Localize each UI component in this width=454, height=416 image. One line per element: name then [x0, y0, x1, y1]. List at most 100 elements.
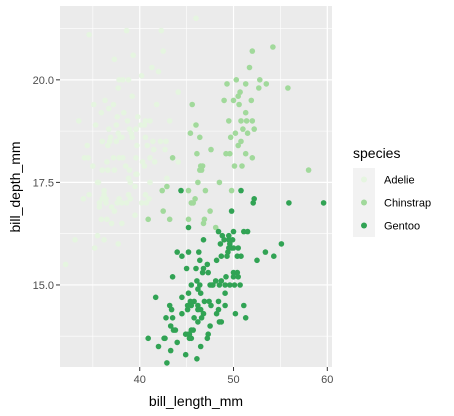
point-gentoo	[235, 245, 241, 251]
x-axis-tick-labels: 40 50 60	[134, 374, 334, 386]
point-chinstrap	[248, 97, 255, 104]
legend-title: species	[353, 145, 400, 161]
point-gentoo	[228, 208, 235, 214]
x-tick-label: 40	[134, 374, 146, 386]
point-adelie	[110, 155, 117, 161]
point-chinstrap	[238, 138, 244, 145]
point-adelie	[130, 52, 136, 58]
point-adelie	[85, 155, 91, 161]
point-gentoo	[152, 294, 159, 301]
point-gentoo	[178, 187, 184, 194]
point-gentoo	[227, 282, 233, 288]
point-gentoo	[237, 282, 243, 288]
point-adelie	[84, 142, 90, 149]
point-adelie	[110, 101, 117, 108]
point-chinstrap	[185, 187, 192, 194]
y-axis-tick-labels: 15.0 17.5 20.0	[33, 75, 54, 292]
legend: species Adelie Chinstrap Gentoo	[353, 145, 431, 237]
point-gentoo	[215, 306, 222, 313]
point-chinstrap	[263, 81, 270, 87]
point-adelie	[123, 200, 130, 206]
point-adelie	[119, 200, 125, 206]
point-chinstrap	[208, 146, 214, 153]
point-adelie	[134, 142, 140, 149]
point-gentoo	[167, 347, 174, 354]
point-adelie	[123, 27, 130, 34]
point-adelie	[147, 155, 153, 161]
point-adelie	[115, 241, 121, 247]
point-adelie	[155, 68, 162, 75]
point-chinstrap	[240, 126, 246, 132]
point-chinstrap	[242, 109, 249, 116]
point-chinstrap	[249, 48, 256, 54]
point-chinstrap	[159, 187, 165, 194]
point-gentoo	[232, 310, 239, 317]
point-adelie	[80, 196, 87, 202]
point-adelie	[114, 114, 120, 120]
point-adelie	[158, 27, 165, 34]
point-chinstrap	[221, 97, 227, 104]
point-adelie	[151, 146, 157, 153]
point-adelie	[115, 85, 121, 91]
point-gentoo	[234, 269, 241, 276]
point-chinstrap	[231, 163, 238, 169]
point-adelie	[135, 114, 141, 120]
point-chinstrap	[227, 134, 234, 141]
point-adelie	[113, 138, 120, 145]
point-adelie	[160, 48, 166, 54]
point-adelie	[76, 118, 82, 124]
point-chinstrap	[305, 167, 312, 173]
point-gentoo	[174, 339, 180, 346]
point-gentoo	[222, 282, 228, 288]
point-adelie	[163, 138, 169, 145]
point-gentoo	[197, 343, 204, 350]
point-adelie	[103, 196, 109, 202]
point-gentoo	[164, 360, 170, 366]
point-chinstrap	[232, 130, 239, 136]
legend-items: Adelie Chinstrap Gentoo	[353, 168, 431, 237]
point-chinstrap	[207, 208, 213, 214]
point-gentoo	[168, 306, 175, 313]
point-chinstrap	[249, 155, 256, 161]
point-gentoo	[238, 187, 244, 194]
point-gentoo	[235, 274, 241, 280]
point-adelie	[102, 97, 108, 104]
point-gentoo	[278, 241, 285, 247]
point-chinstrap	[166, 216, 173, 223]
point-chinstrap	[227, 150, 233, 157]
point-adelie	[142, 118, 149, 124]
point-adelie	[104, 216, 110, 223]
point-chinstrap	[160, 208, 166, 214]
point-adelie	[91, 245, 98, 251]
point-adelie	[129, 93, 135, 99]
point-gentoo	[163, 315, 169, 321]
point-gentoo	[242, 315, 249, 321]
point-chinstrap	[235, 142, 241, 149]
point-adelie	[92, 122, 99, 128]
point-adelie	[86, 191, 92, 198]
point-adelie	[119, 134, 125, 141]
point-adelie	[90, 163, 96, 169]
point-chinstrap	[212, 224, 219, 231]
point-gentoo	[194, 278, 200, 284]
point-adelie	[116, 196, 122, 202]
point-adelie	[120, 77, 126, 83]
point-gentoo	[191, 298, 197, 305]
point-gentoo	[208, 302, 214, 309]
point-chinstrap	[145, 216, 151, 223]
point-adelie	[153, 101, 160, 108]
point-adelie	[86, 31, 92, 38]
point-adelie	[134, 171, 140, 177]
point-adelie	[166, 118, 173, 124]
major-gridlines	[60, 6, 332, 367]
y-tick-label: 15.0	[33, 280, 54, 292]
point-adelie	[107, 134, 114, 141]
point-chinstrap	[197, 134, 203, 141]
point-chinstrap	[199, 163, 206, 169]
point-gentoo	[231, 282, 238, 288]
point-gentoo	[197, 257, 203, 264]
point-gentoo	[217, 241, 224, 247]
point-gentoo	[191, 315, 197, 321]
point-gentoo	[223, 274, 229, 280]
